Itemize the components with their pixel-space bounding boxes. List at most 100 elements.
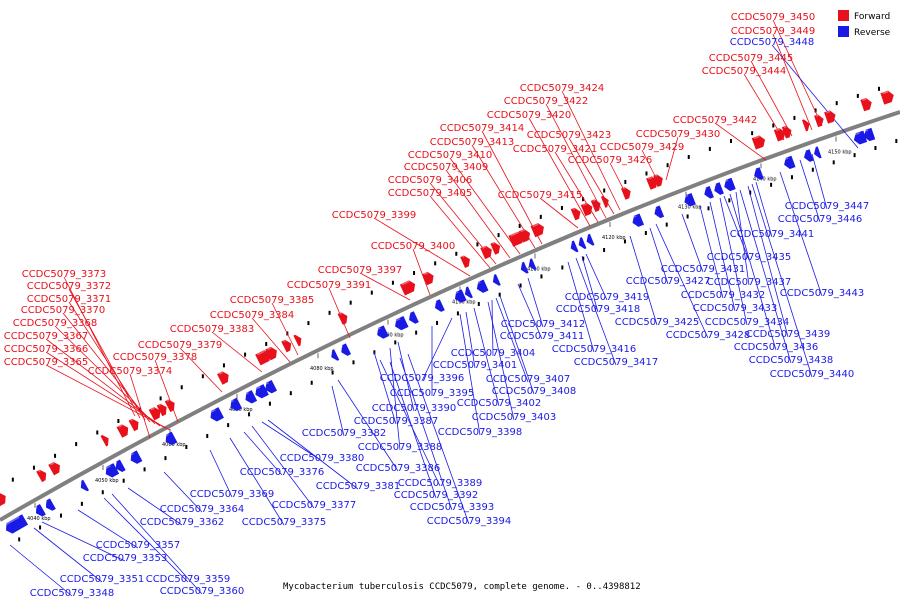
gene-arrow <box>751 135 766 150</box>
gene-arrow <box>156 403 167 417</box>
gene-arrow <box>754 167 764 180</box>
gene-label: CCDC5079_3365 <box>4 357 89 368</box>
position-dash <box>853 153 856 158</box>
gene-label: CCDC5079_3449 <box>731 26 816 37</box>
gene-highlight <box>510 232 519 237</box>
gene-arrow <box>129 450 143 464</box>
position-dash <box>749 190 752 195</box>
legend-reverse-swatch <box>838 26 849 37</box>
position-dash <box>265 341 268 346</box>
label-connector <box>495 297 529 383</box>
position-dash <box>201 374 204 379</box>
position-dash <box>268 401 271 406</box>
label-connector <box>729 193 777 351</box>
gene-arrow <box>803 149 814 162</box>
gene-label: CCDC5079_3441 <box>730 229 815 240</box>
gene-arrow <box>570 240 579 253</box>
gene-arrow <box>684 193 696 207</box>
gene-shape <box>804 149 814 162</box>
gene-label: CCDC5079_3430 <box>636 129 721 140</box>
gene-shape <box>116 424 129 438</box>
gene-highlight <box>476 281 481 285</box>
gene-shape <box>880 90 894 105</box>
gene-shape <box>255 384 269 399</box>
gene-label: CCDC5079_3398 <box>438 427 523 438</box>
gene-arrow <box>114 459 126 472</box>
gene-shape <box>480 245 492 260</box>
gene-arrow <box>4 514 29 534</box>
gene-label: CCDC5079_3375 <box>242 517 327 528</box>
position-dash <box>11 477 14 482</box>
position-dash <box>856 93 859 98</box>
gene-shape <box>528 258 537 271</box>
label-connector <box>331 385 345 437</box>
position-dash <box>476 242 479 247</box>
gene-highlight <box>158 403 162 407</box>
gene-label: CCDC5079_3425 <box>615 317 700 328</box>
gene-label: CCDC5079_3397 <box>318 265 403 276</box>
position-dash <box>874 146 877 151</box>
gene-label: CCDC5079_3409 <box>404 162 489 173</box>
position-dash <box>370 290 373 295</box>
gene-highlight <box>50 462 55 466</box>
position-dash <box>289 391 292 396</box>
gene-highlight <box>592 199 596 202</box>
gene-shape <box>704 186 714 199</box>
gene-label: CCDC5079_3392 <box>394 490 479 501</box>
label-connector <box>33 527 103 583</box>
label-connector <box>407 353 470 525</box>
position-dash <box>751 131 754 136</box>
gene-shape <box>476 279 489 293</box>
position-dash <box>814 108 817 113</box>
gene-label: CCDC5079_3445 <box>709 53 794 64</box>
gene-label: CCDC5079_3415 <box>498 190 583 201</box>
position-dash <box>75 442 78 447</box>
gene-label: CCDC5079_3372 <box>27 281 112 292</box>
gene-highlight <box>754 168 757 172</box>
gene-arrow <box>254 384 269 399</box>
label-connector <box>567 261 595 353</box>
gene-label: CCDC5079_3448 <box>730 37 815 48</box>
position-dash <box>434 261 437 266</box>
gene-label: CCDC5079_3418 <box>556 304 641 315</box>
position-dash <box>561 265 564 270</box>
gene-highlight <box>775 128 781 132</box>
position-dash <box>624 179 627 184</box>
gene-label: CCDC5079_3414 <box>440 123 525 134</box>
position-dash <box>206 433 209 438</box>
gene-highlight <box>244 392 249 396</box>
gene-arrow <box>331 349 340 361</box>
gene-arrow <box>773 128 786 142</box>
position-dash <box>164 456 167 461</box>
position-dash <box>39 525 42 530</box>
label-connector <box>179 347 223 393</box>
gene-arrow <box>801 119 810 132</box>
gene-label: CCDC5079_3446 <box>778 214 863 225</box>
tick-label: 4080 kbp <box>310 366 334 372</box>
label-connector <box>723 195 750 261</box>
gene-shape <box>45 498 56 511</box>
gene-highlight <box>408 313 411 316</box>
position-dash <box>248 412 251 417</box>
position-dash <box>391 280 394 285</box>
gene-shape <box>824 110 836 124</box>
position-dash <box>687 154 690 159</box>
gene-label: CCDC5079_3423 <box>527 130 612 141</box>
gene-shape <box>80 479 90 492</box>
gene-shape <box>570 240 579 253</box>
gene-label: CCDC5079_3376 <box>240 467 325 478</box>
gene-label: CCDC5079_3386 <box>356 463 441 474</box>
gene-label: CCDC5079_3428 <box>666 330 751 341</box>
position-dash <box>101 490 104 495</box>
gene-highlight <box>283 340 286 343</box>
label-connector <box>373 351 397 425</box>
gene-arrow <box>164 399 175 412</box>
label-connector <box>209 449 233 498</box>
gene-highlight <box>264 381 269 386</box>
gene-label: CCDC5079_3404 <box>451 348 536 359</box>
gene-label: CCDC5079_3400 <box>371 241 456 252</box>
gene-highlight <box>648 176 653 180</box>
gene-highlight <box>454 291 459 295</box>
gene-label: CCDC5079_3442 <box>673 115 758 126</box>
gene-highlight <box>714 183 717 187</box>
